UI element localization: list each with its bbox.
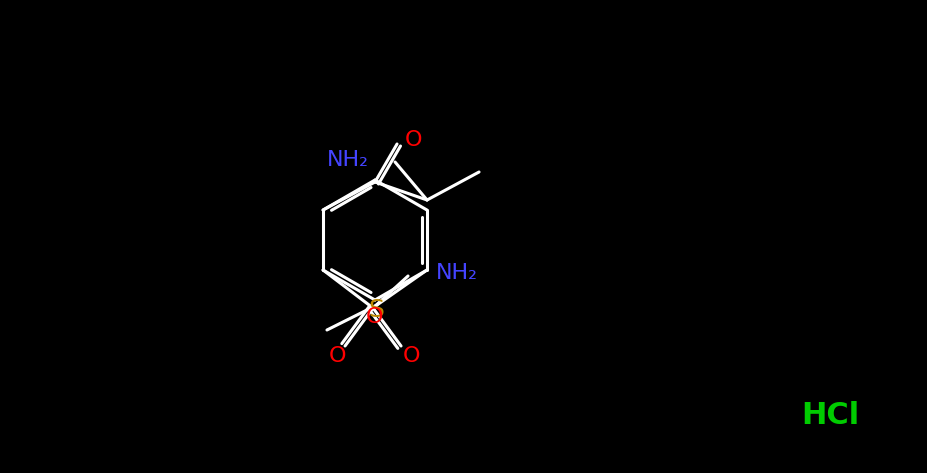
Text: NH₂: NH₂ [326,150,369,170]
Text: NH₂: NH₂ [436,263,477,283]
Text: O: O [402,346,419,366]
Text: O: O [366,307,383,327]
Text: O: O [328,346,346,366]
Text: O: O [404,130,422,150]
Text: S: S [368,298,384,322]
Text: HCl: HCl [800,401,858,429]
